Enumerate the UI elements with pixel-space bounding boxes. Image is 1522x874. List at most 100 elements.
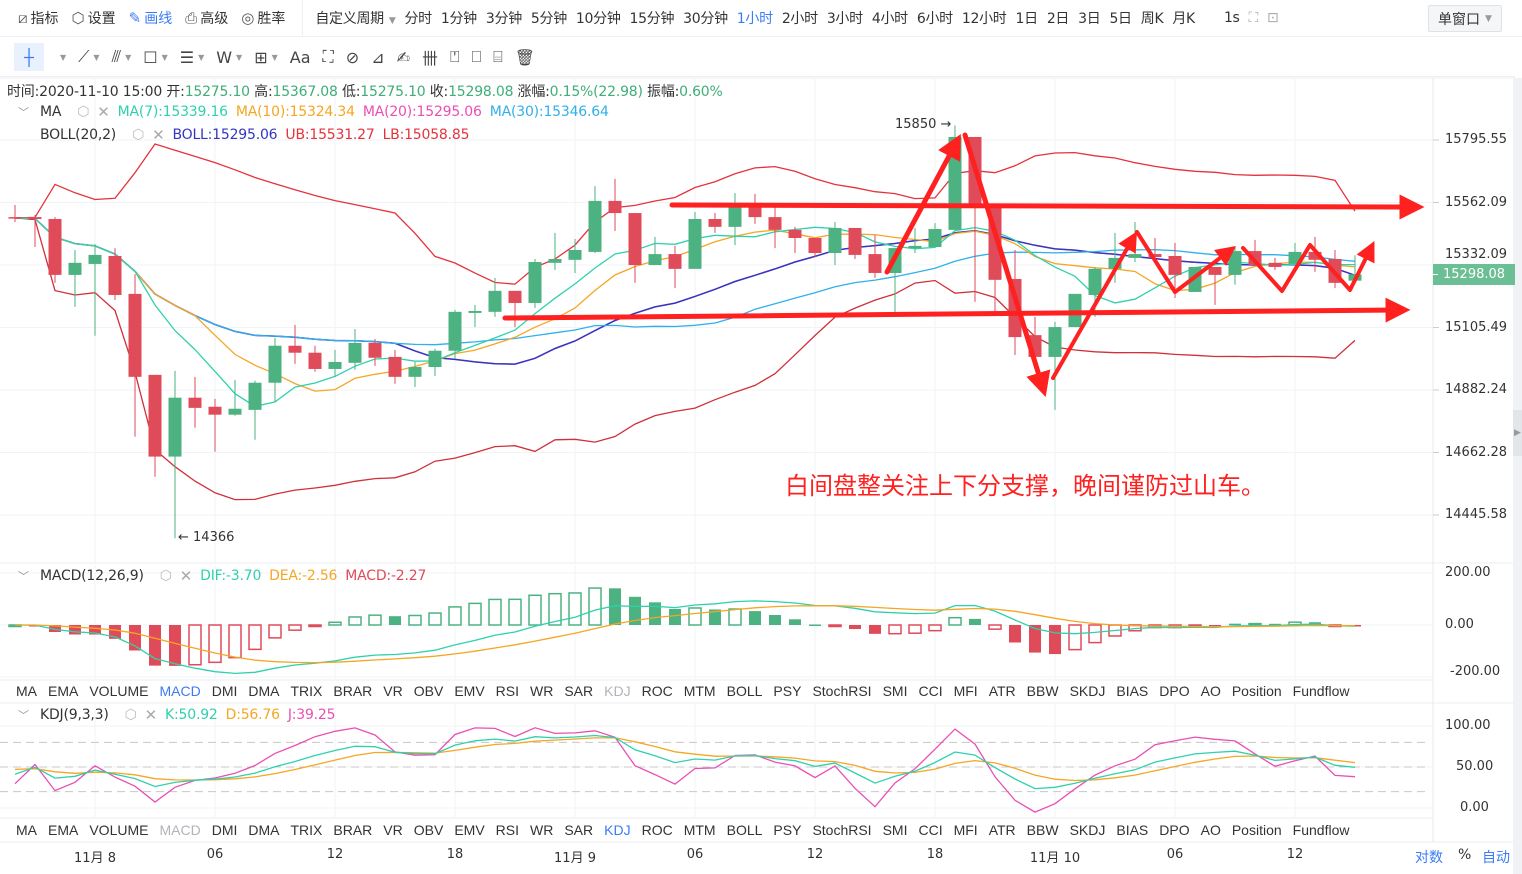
indicator-tab-boll[interactable]: BOLL	[726, 822, 763, 838]
indicator-tab-roc[interactable]: ROC	[641, 822, 673, 838]
wave-tool[interactable]: W ▼	[216, 48, 242, 67]
text-tool[interactable]: Aa	[290, 48, 311, 67]
toolbar-printer-button[interactable]: ⎙ 高级	[185, 8, 228, 28]
period-tab[interactable]: 15分钟	[629, 11, 675, 27]
custom-period-dropdown[interactable]: 自定义周期 ▼	[315, 8, 395, 28]
indicator-tab-macd[interactable]: MACD	[159, 822, 201, 838]
settings-icon[interactable]: ⬡	[124, 707, 137, 723]
indicator-tab-trix[interactable]: TRIX	[290, 822, 323, 838]
period-tab[interactable]: 3分钟	[485, 11, 522, 27]
bookmark-tool[interactable]: ⎕	[472, 47, 482, 67]
period-tab[interactable]: 5分钟	[530, 11, 567, 27]
close-icon[interactable]: ✕	[152, 126, 165, 144]
indicator-tab-skdj[interactable]: SKDJ	[1069, 683, 1106, 699]
hide-drawings-tool[interactable]: ⍞	[450, 47, 460, 67]
period-tab[interactable]: 6小时	[916, 11, 953, 27]
lock-drawings-tool[interactable]: 卌	[422, 45, 438, 69]
indicator-tab-obv[interactable]: OBV	[413, 822, 444, 838]
period-tab[interactable]: 月K	[1172, 11, 1195, 27]
indicator-tab-fundflow[interactable]: Fundflow	[1292, 822, 1350, 838]
indicator-tab-volume[interactable]: VOLUME	[89, 822, 149, 838]
indicator-tab-dpo[interactable]: DPO	[1159, 683, 1190, 699]
indicator-tab-atr[interactable]: ATR	[988, 822, 1016, 838]
auto-scale-toggle[interactable]: 自动	[1482, 850, 1510, 866]
indicator-tab-mtm[interactable]: MTM	[683, 683, 716, 699]
collapse-chevron-icon[interactable]: ﹀	[18, 570, 29, 583]
period-tab[interactable]: 2小时	[781, 11, 818, 27]
indicator-tab-wr[interactable]: WR	[530, 822, 554, 838]
trash-tool[interactable]: 🗑	[515, 48, 535, 67]
period-tab[interactable]: 周K	[1140, 11, 1164, 27]
close-icon[interactable]: ✕	[144, 706, 158, 724]
crosshair-tool[interactable]: ┼	[14, 43, 44, 71]
indicator-tab-mfi[interactable]: MFI	[953, 683, 978, 699]
period-tab[interactable]: 30分钟	[683, 11, 728, 27]
indicator-tab-ao[interactable]: AO	[1200, 683, 1221, 699]
indicator-tab-brar[interactable]: BRAR	[333, 822, 373, 838]
indicator-tab-dmi[interactable]: DMI	[211, 822, 238, 838]
settings-icon[interactable]: ⬡	[159, 568, 172, 584]
indicator-tab-psy[interactable]: PSY	[773, 822, 802, 838]
toolbar-pencil-button[interactable]: ✎ 画线	[129, 8, 173, 28]
trend-line-tool[interactable]: ⟋ ▼	[78, 47, 99, 67]
period-tab[interactable]: 2日	[1046, 11, 1070, 27]
period-tab[interactable]: 3小时	[826, 11, 863, 27]
template-tool[interactable]: ⌸	[493, 47, 503, 67]
indicator-tab-cci[interactable]: CCI	[918, 822, 943, 838]
rectangle-tool[interactable]: ☐ ▼	[143, 48, 168, 67]
period-tab[interactable]: 1分钟	[440, 11, 477, 27]
collapse-chevron-icon[interactable]: ﹀	[18, 106, 29, 119]
indicator-tab-position[interactable]: Position	[1231, 683, 1282, 699]
ruler-tool[interactable]: ⊿	[371, 48, 384, 67]
indicator-tab-emv[interactable]: EMV	[454, 822, 485, 838]
indicator-tab-rsi[interactable]: RSI	[495, 683, 520, 699]
indicator-tab-emv[interactable]: EMV	[454, 683, 485, 699]
collapse-chevron-icon[interactable]: ﹀	[18, 709, 29, 722]
magnet-tool[interactable]: ⊘	[346, 48, 359, 67]
indicator-tab-position[interactable]: Position	[1231, 822, 1282, 838]
close-icon[interactable]: ✕	[179, 567, 193, 585]
indicator-tab-vr[interactable]: VR	[383, 683, 403, 699]
indicator-tab-volume[interactable]: VOLUME	[89, 683, 149, 699]
parallel-channel-tool[interactable]: ⫻ ▼	[112, 47, 132, 67]
indicator-tab-smi[interactable]: SMI	[882, 683, 908, 699]
percent-scale-toggle[interactable]: %	[1458, 847, 1472, 863]
indicator-tab-bbw[interactable]: BBW	[1026, 822, 1059, 838]
indicator-tab-atr[interactable]: ATR	[988, 683, 1016, 699]
indicator-tab-dma[interactable]: DMA	[248, 822, 280, 838]
indicator-tab-dpo[interactable]: DPO	[1159, 822, 1190, 838]
indicator-tab-bbw[interactable]: BBW	[1026, 683, 1059, 699]
expand-panel-handle[interactable]: ▶	[1513, 410, 1522, 456]
indicator-tab-roc[interactable]: ROC	[641, 683, 673, 699]
period-tab[interactable]: 1小时	[736, 11, 773, 27]
period-tab[interactable]: 4小时	[871, 11, 908, 27]
toolbar-chart-line-button[interactable]: ⧄ 指标	[18, 8, 59, 28]
toolbar-settings-hexagon-button[interactable]: ⬡ 设置	[72, 8, 116, 28]
indicator-tab-mtm[interactable]: MTM	[683, 822, 716, 838]
frame-tool[interactable]: ⊞ ▼	[254, 48, 278, 67]
indicator-tab-wr[interactable]: WR	[530, 683, 554, 699]
indicator-tab-fundflow[interactable]: Fundflow	[1292, 683, 1350, 699]
indicator-tab-ema[interactable]: EMA	[48, 822, 79, 838]
fullscreen-icon[interactable]: ⛶	[1248, 10, 1259, 26]
indicator-tab-trix[interactable]: TRIX	[290, 683, 323, 699]
indicator-tab-sar[interactable]: SAR	[564, 683, 594, 699]
window-mode-dropdown[interactable]: 单窗口 ▼	[1428, 5, 1502, 32]
indicator-tab-macd[interactable]: MACD	[159, 683, 201, 699]
fibonacci-tool[interactable]: ☰ ▼	[180, 48, 205, 67]
indicator-tab-stochrsi[interactable]: StochRSI	[812, 683, 872, 699]
close-icon[interactable]: ✕	[97, 103, 110, 121]
indicator-tab-kdj[interactable]: KDJ	[604, 822, 631, 838]
caret-down-icon[interactable]: ▼	[56, 53, 66, 62]
indicator-tab-ma[interactable]: MA	[16, 822, 37, 838]
indicator-tab-brar[interactable]: BRAR	[333, 683, 373, 699]
indicator-tab-bias[interactable]: BIAS	[1116, 822, 1149, 838]
indicator-tab-sar[interactable]: SAR	[564, 822, 594, 838]
settings-icon[interactable]: ⬡	[77, 104, 90, 120]
indicator-tab-obv[interactable]: OBV	[413, 683, 444, 699]
indicator-tab-bias[interactable]: BIAS	[1116, 683, 1149, 699]
period-tab[interactable]: 1日	[1015, 11, 1039, 27]
indicator-tab-psy[interactable]: PSY	[773, 683, 802, 699]
indicator-tab-cci[interactable]: CCI	[918, 683, 943, 699]
